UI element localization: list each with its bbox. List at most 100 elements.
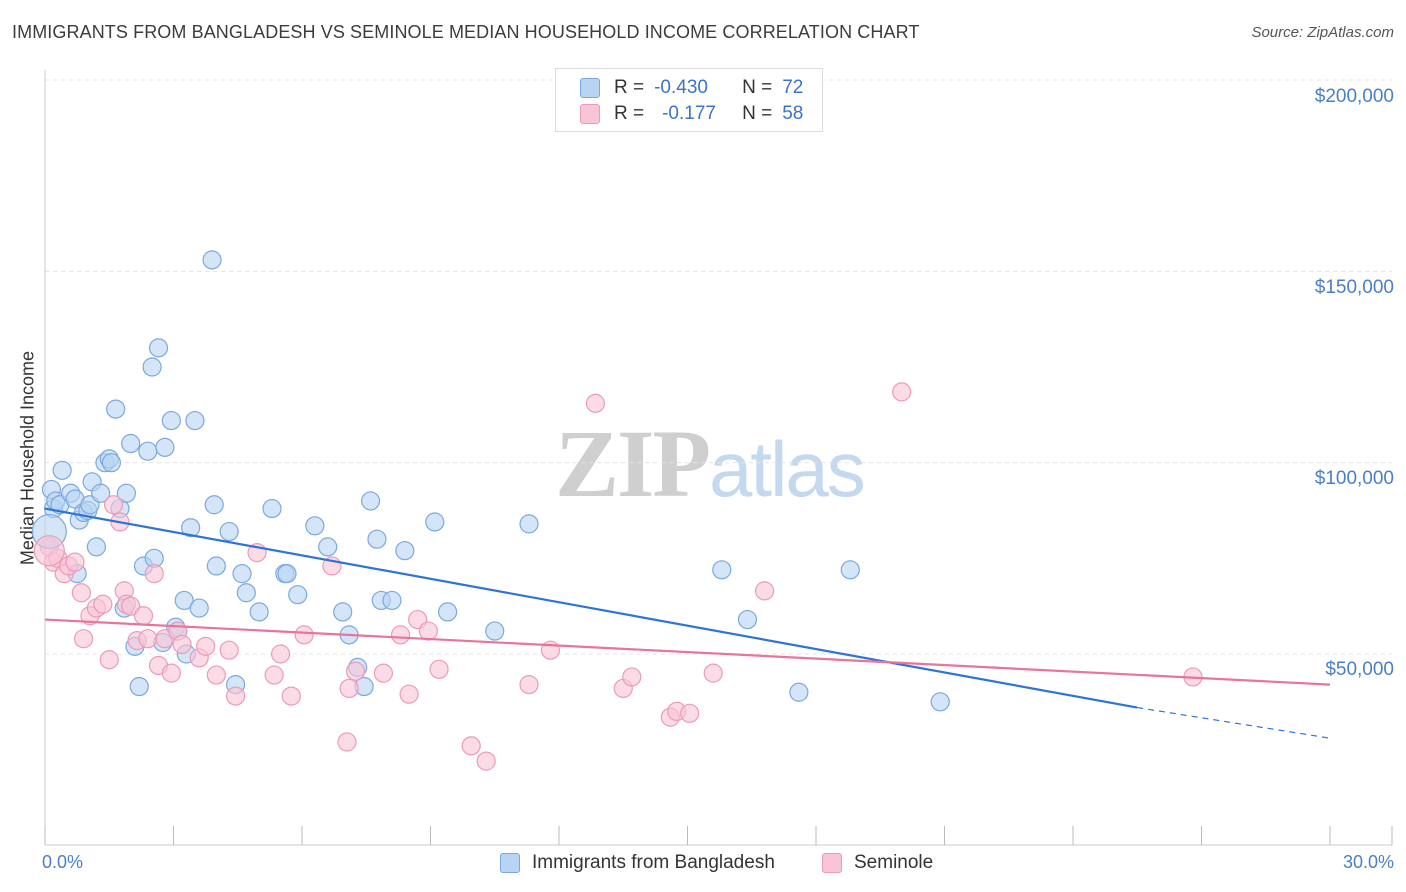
legend-r-value: -0.430 [654,77,708,98]
data-point-bangladesh [318,537,338,557]
data-point-seminole [161,663,181,683]
data-point-bangladesh [382,590,402,611]
data-point-bangladesh [142,357,162,377]
data-point-seminole [339,678,359,699]
data-point-seminole [429,659,449,679]
data-point-bangladesh [185,410,205,431]
data-point-seminole [33,535,65,567]
data-point-bangladesh [305,516,325,536]
data-point-seminole [99,650,119,670]
data-point-bangladesh [249,602,269,622]
y-tick-label: $50,000 [1325,659,1394,680]
data-point-bangladesh [277,564,297,584]
data-point-seminole [196,636,216,656]
data-point-seminole [73,629,94,649]
data-point-bangladesh [789,682,809,702]
data-point-bangladesh [737,609,758,630]
series-legend-bangladesh: Immigrants from Bangladesh [500,852,775,874]
data-point-seminole [337,732,357,752]
legend-swatch-blue [580,78,600,98]
data-point-bangladesh [438,602,458,622]
series-swatch-blue [500,853,520,873]
data-point-seminole [622,667,642,687]
legend-r-label: R = [614,77,645,98]
watermark-atlas: atlas [709,425,866,513]
data-point-bangladesh [519,514,539,534]
data-point-bangladesh [106,399,126,419]
data-point-bangladesh [138,441,158,461]
data-point-seminole [133,606,154,626]
y-tick-label: $200,000 [1314,86,1394,107]
data-point-bangladesh [236,583,256,603]
trend-line-seminole [44,618,1331,686]
data-point-seminole [461,736,481,756]
data-point-seminole [345,661,366,681]
data-point-seminole [892,382,912,402]
data-point-bangladesh [116,483,136,503]
data-point-seminole [103,495,124,515]
data-point-seminole [71,583,92,603]
data-point-seminole [585,393,606,413]
data-point-bangladesh [840,560,860,580]
data-point-seminole [390,625,411,645]
data-point-seminole [264,665,284,685]
watermark: ZIPatlas [555,408,866,519]
legend-row-bangladesh: R = -0.430 N = 72 [580,76,803,100]
data-point-bangladesh [232,564,252,584]
trend-line-bangladesh [44,507,1138,709]
y-tick-label: $150,000 [1314,277,1394,298]
data-point-seminole [121,596,141,616]
chart-title: IMMIGRANTS FROM BANGLADESH VS SEMINOLE M… [12,22,920,42]
data-point-seminole [476,751,496,771]
data-point-bangladesh [485,621,505,641]
series-label-bangladesh: Immigrants from Bangladesh [532,852,775,873]
data-point-bangladesh [262,498,282,519]
data-point-bangladesh [219,521,239,542]
legend-r-value: -0.177 [662,103,716,124]
series-legend-seminole: Seminole [822,852,933,874]
legend-r-label: R = [614,103,645,124]
series-label-seminole: Seminole [854,852,934,873]
data-point-seminole [65,552,85,572]
data-point-bangladesh [86,537,107,557]
data-point-bangladesh [91,483,111,503]
data-point-bangladesh [367,529,387,549]
y-tick-label: $100,000 [1314,468,1394,489]
data-point-seminole [226,686,246,706]
data-point-seminole [754,581,775,601]
data-point-bangladesh [101,453,121,473]
data-point-bangladesh [155,437,175,457]
data-point-bangladesh [161,410,181,431]
legend-n-label: N = [742,77,773,98]
data-point-bangladesh [129,676,149,697]
data-point-bangladesh [425,512,445,532]
data-point-bangladesh [148,338,169,358]
data-point-bangladesh [206,556,226,576]
data-point-bangladesh [189,598,209,618]
data-point-bangladesh [288,585,308,605]
data-point-seminole [519,675,539,695]
data-point-bangladesh [181,518,201,538]
data-point-seminole [219,640,239,660]
data-point-seminole [93,594,113,614]
source-label: Source: ZipAtlas.com [1251,24,1394,41]
data-point-bangladesh [360,491,381,511]
data-point-seminole [294,625,314,645]
data-point-bangladesh [52,460,72,480]
legend-n-label: N = [742,103,773,124]
trend-line-extension-bangladesh [1137,706,1331,739]
legend-n-value: 58 [782,103,804,124]
legend-row-seminole: R = -0.177 N = 58 [580,102,803,126]
data-point-bangladesh [395,541,415,561]
series-swatch-pink [822,853,842,873]
data-point-bangladesh [121,433,141,454]
data-point-seminole [270,644,291,664]
data-point-bangladesh [712,560,732,580]
watermark-zip: ZIP [555,410,711,517]
data-point-seminole [281,686,301,706]
data-point-seminole [418,621,438,641]
data-point-seminole [399,684,419,704]
data-point-seminole [703,663,723,683]
data-point-seminole [206,665,226,685]
